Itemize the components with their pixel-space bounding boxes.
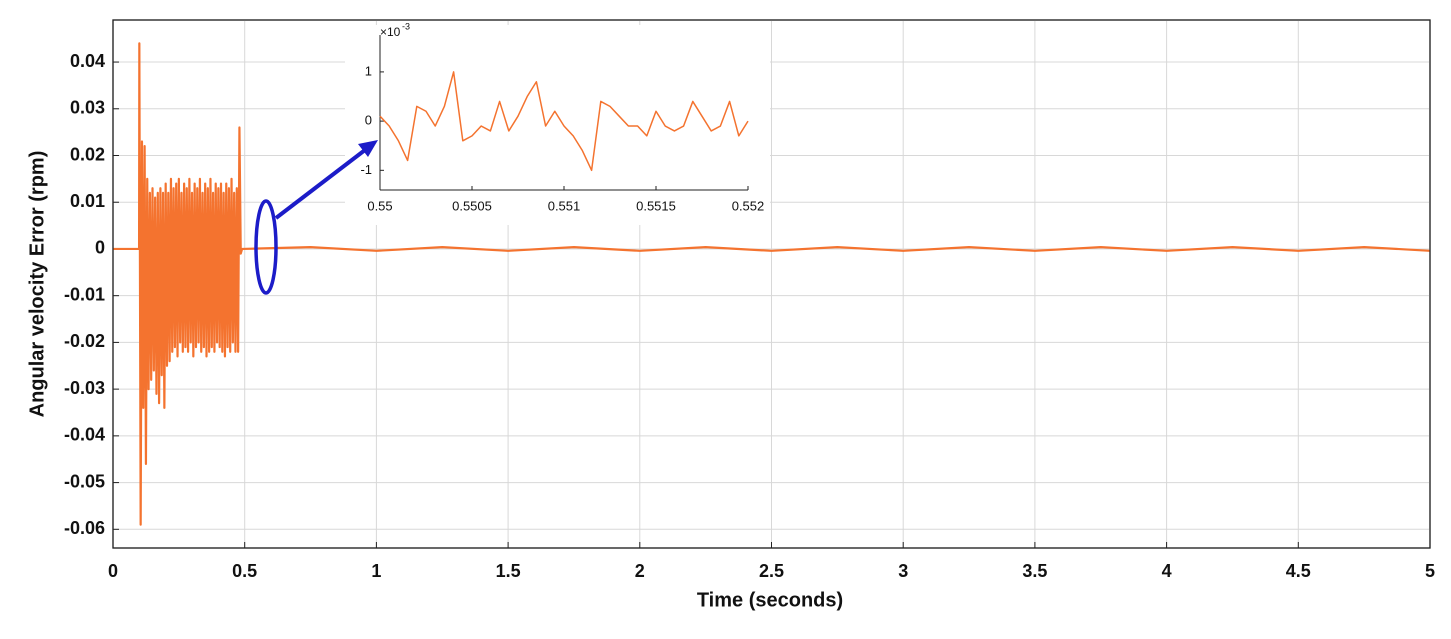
data-line — [379, 71, 749, 172]
x-tick-label: 1 — [371, 561, 381, 581]
y-tick-label: 0.02 — [70, 144, 105, 164]
x-tick-label: 0.55 — [367, 198, 392, 213]
inset-background — [345, 25, 770, 225]
y-tick-label: 0 — [365, 113, 372, 128]
x-tick-label: 0.5 — [232, 561, 257, 581]
x-tick-label: 0.552 — [732, 198, 765, 213]
x-tick-label: 1.5 — [496, 561, 521, 581]
x-tick-label: 0.5515 — [636, 198, 676, 213]
zoom-marker — [254, 199, 278, 295]
x-tick-label: 2 — [635, 561, 645, 581]
x-tick-label: 0.5505 — [452, 198, 492, 213]
plot-frame — [112, 19, 1431, 549]
inset-plot: -1 0 1 0.55 0.5505 0.551 0.5515 0.552 ×10 -3 — [345, 21, 770, 225]
x-tick-label: 2.5 — [759, 561, 784, 581]
y-tick-label: 1 — [365, 63, 372, 78]
y-tick-label: -0.02 — [64, 331, 105, 351]
zoom-arrow-head — [358, 140, 378, 157]
y-tick-label: 0.01 — [70, 191, 105, 211]
y-tick-label: -0.03 — [64, 378, 105, 398]
y-tick-label: 0.03 — [70, 98, 105, 118]
y-tick-label: -0.04 — [64, 425, 105, 445]
y-axis-label: Angular velocity Error (rpm) — [26, 151, 48, 418]
x-tick-label: 4 — [1162, 561, 1172, 581]
x-tick-label: 5 — [1425, 561, 1435, 581]
x-tick-label: 3.5 — [1022, 561, 1047, 581]
y-tick-label: 0 — [95, 238, 105, 258]
x-tick-label: 4.5 — [1286, 561, 1311, 581]
zoom-arrow — [274, 148, 367, 220]
y-tick-label: -0.06 — [64, 518, 105, 538]
y-tick-label: -0.05 — [64, 471, 105, 491]
y-tick-label: -0.01 — [64, 284, 105, 304]
x-tick-label: 0 — [108, 561, 118, 581]
main-plot: Time (seconds) Angular velocity Error (r… — [26, 19, 1435, 611]
x-tick-label: 0.551 — [548, 198, 581, 213]
x-tick-label: 3 — [898, 561, 908, 581]
data-line — [113, 42, 1431, 526]
y-tick-label: 0.04 — [70, 51, 105, 71]
x-axis-label: Time (seconds) — [697, 589, 843, 611]
axis-exponent-base: ×10 — [380, 25, 401, 39]
y-tick-label: -1 — [360, 162, 372, 177]
axis-exponent-power: -3 — [402, 21, 410, 31]
